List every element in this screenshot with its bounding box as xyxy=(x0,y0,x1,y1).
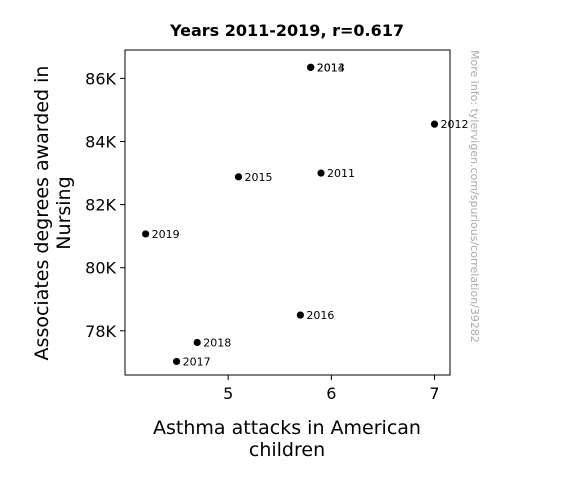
watermark-text: More info: tylervigen.com/spurious/corre… xyxy=(468,50,481,343)
data-point xyxy=(193,338,201,347)
y-tick-label: 82K xyxy=(85,196,116,215)
x-tick-label: 5 xyxy=(223,384,233,403)
y-tick-label: 78K xyxy=(85,322,116,341)
y-axis: 78K 80K 82K 84K 86K xyxy=(85,69,125,341)
y-tick-label: 80K xyxy=(85,259,116,278)
x-axis: 5 6 7 xyxy=(223,375,440,403)
data-point-label: 2011 xyxy=(327,167,355,180)
data-point xyxy=(172,357,181,366)
x-axis-label-line-1: Asthma attacks in American xyxy=(153,417,421,439)
x-tick-label: 6 xyxy=(326,384,336,403)
data-point xyxy=(307,63,315,71)
data-point-label: 2019 xyxy=(152,228,180,241)
y-axis-label-line-2: Nursing xyxy=(53,176,75,249)
data-point-label: 2012 xyxy=(441,118,469,131)
data-point xyxy=(317,169,325,177)
y-tick-label: 86K xyxy=(85,69,116,88)
data-point-label: 2018 xyxy=(203,337,231,350)
data-point-label: 2015 xyxy=(244,171,272,184)
data-point-label: 2013 xyxy=(317,61,345,74)
x-axis-label-line-2: children xyxy=(249,439,325,461)
chart-title: Years 2011-2019, r=0.617 xyxy=(169,21,404,40)
data-point-label: 2014 xyxy=(317,61,345,74)
data-point-label: 2017 xyxy=(183,355,211,368)
data-point xyxy=(296,311,304,319)
x-tick-label: 7 xyxy=(429,384,439,403)
data-point-label: 2016 xyxy=(306,309,334,322)
data-point xyxy=(430,120,439,128)
data-point xyxy=(234,173,243,181)
y-tick-label: 84K xyxy=(85,133,116,152)
data-point xyxy=(142,230,150,238)
plot-frame xyxy=(124,49,451,376)
y-axis-label-line-1: Associates degrees awarded in xyxy=(31,66,53,361)
